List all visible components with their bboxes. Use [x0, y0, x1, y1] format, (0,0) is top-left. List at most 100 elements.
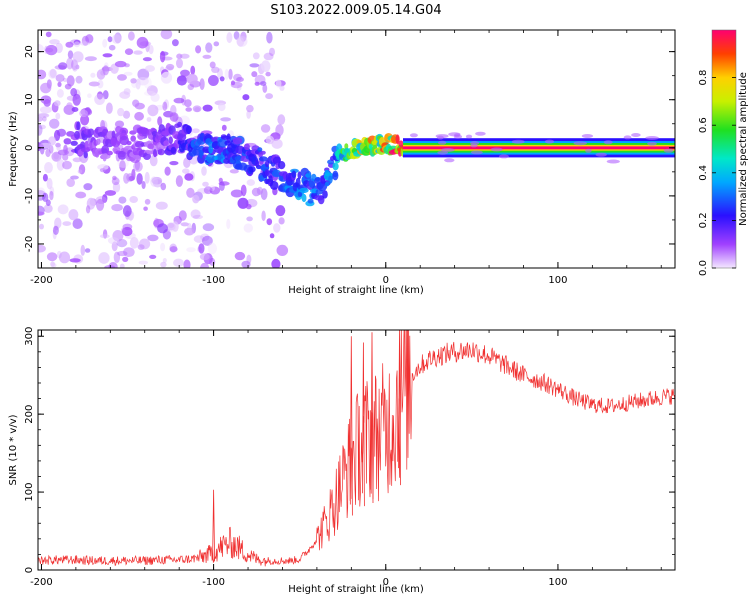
noise-blob	[79, 109, 88, 118]
noise-blob	[180, 69, 190, 77]
noise-blob	[111, 204, 123, 212]
noise-blob	[38, 113, 50, 118]
ridge-blob	[257, 147, 263, 153]
noise-blob	[119, 160, 126, 172]
snr-chart: -200 -100 0 100 0 100 200 300 Height of straig…	[8, 327, 676, 595]
noise-blob	[147, 104, 159, 117]
noise-blob	[66, 57, 74, 70]
ridge-blob	[146, 150, 154, 155]
noise-blob	[448, 132, 461, 137]
snr-plot-area	[38, 330, 675, 567]
noise-blob	[202, 104, 213, 112]
noise-blob	[85, 205, 91, 214]
noise-blob	[221, 124, 227, 131]
noise-blob	[113, 251, 121, 263]
noise-blob	[199, 253, 210, 261]
noise-blob	[127, 31, 135, 41]
noise-blob	[245, 203, 252, 210]
ridge-blob	[111, 130, 116, 139]
noise-blob	[242, 94, 250, 101]
ridge-blob	[232, 137, 243, 145]
ridge-blob	[106, 150, 113, 156]
noise-blob	[114, 120, 125, 128]
noise-blob	[49, 118, 60, 129]
noise-blob	[249, 63, 260, 68]
noise-blob	[63, 138, 72, 145]
noise-blob	[275, 79, 282, 88]
ridge-blob	[291, 170, 297, 178]
noise-blob	[261, 210, 266, 222]
noise-blob	[102, 194, 108, 203]
noise-blob	[131, 168, 136, 181]
noise-blob	[176, 75, 187, 86]
noise-blob	[118, 196, 127, 204]
noise-blob	[573, 141, 587, 146]
ridge-blob	[297, 171, 302, 180]
noise-blob	[265, 93, 273, 100]
y-tick-label: 0	[24, 567, 35, 573]
noise-blob	[200, 262, 210, 268]
noise-blob	[260, 81, 267, 86]
snr-x-label: Height of straight line (km)	[288, 584, 424, 595]
noise-blob	[46, 177, 53, 190]
ridge-blob	[305, 173, 311, 178]
noise-blob	[186, 73, 198, 85]
noise-blob	[72, 93, 81, 106]
ridge-blob	[255, 159, 260, 168]
y-tick-label: -20	[24, 236, 35, 252]
spectrogram-plot-area	[38, 30, 675, 268]
noise-blob	[201, 166, 207, 176]
noise-blob	[623, 135, 632, 140]
noise-blob	[52, 229, 57, 240]
noise-blob	[200, 233, 210, 242]
x-tick-label: -100	[202, 577, 225, 588]
noise-blob	[209, 61, 216, 69]
noise-blob	[99, 168, 106, 173]
noise-blob	[72, 51, 84, 63]
spectrogram-x-label: Height of straight line (km)	[288, 285, 424, 296]
noise-blob	[46, 252, 58, 262]
ridge-blob	[177, 133, 187, 141]
noise-blob	[164, 99, 169, 110]
y-tick-label: 300	[24, 327, 35, 346]
noise-blob	[97, 164, 109, 171]
noise-blob	[62, 77, 68, 83]
noise-blob	[606, 159, 620, 164]
noise-blob	[62, 160, 72, 170]
noise-blob	[124, 48, 134, 55]
noise-blob	[246, 104, 254, 113]
noise-blob	[160, 261, 167, 268]
noise-blob	[55, 74, 65, 83]
noise-blob	[251, 71, 258, 78]
noise-blob	[193, 235, 205, 243]
noise-blob	[77, 169, 83, 174]
noise-blob	[57, 149, 69, 156]
noise-blob	[544, 139, 555, 144]
noise-blob	[69, 258, 81, 263]
noise-blob	[246, 179, 255, 186]
noise-blob	[117, 157, 129, 168]
colorbar: 0.0 0.2 0.4 0.6 0.8 Normalized spectral ampl…	[698, 29, 749, 276]
noise-blob	[42, 116, 47, 122]
noise-blob	[147, 234, 159, 242]
colorbar-tick-label: 0.4	[698, 165, 709, 181]
noise-blob	[122, 205, 132, 217]
y-tick-label: 10	[24, 93, 35, 106]
noise-blob	[202, 54, 212, 59]
noise-blob	[46, 79, 52, 89]
noise-blob	[134, 102, 145, 110]
ridge-blob	[243, 143, 250, 151]
noise-blob	[184, 173, 194, 181]
ridge-blob	[140, 127, 149, 134]
noise-blob	[205, 42, 213, 53]
snr-series-line	[38, 330, 675, 567]
x-tick-label: -200	[30, 577, 53, 588]
ridge-blob	[217, 138, 228, 148]
noise-blob	[182, 168, 190, 174]
x-tick-label: -100	[202, 275, 225, 286]
noise-blob	[230, 189, 243, 198]
noise-blob	[129, 196, 138, 203]
noise-blob	[409, 133, 418, 138]
noise-blob	[209, 186, 221, 195]
noise-blob	[42, 173, 48, 182]
